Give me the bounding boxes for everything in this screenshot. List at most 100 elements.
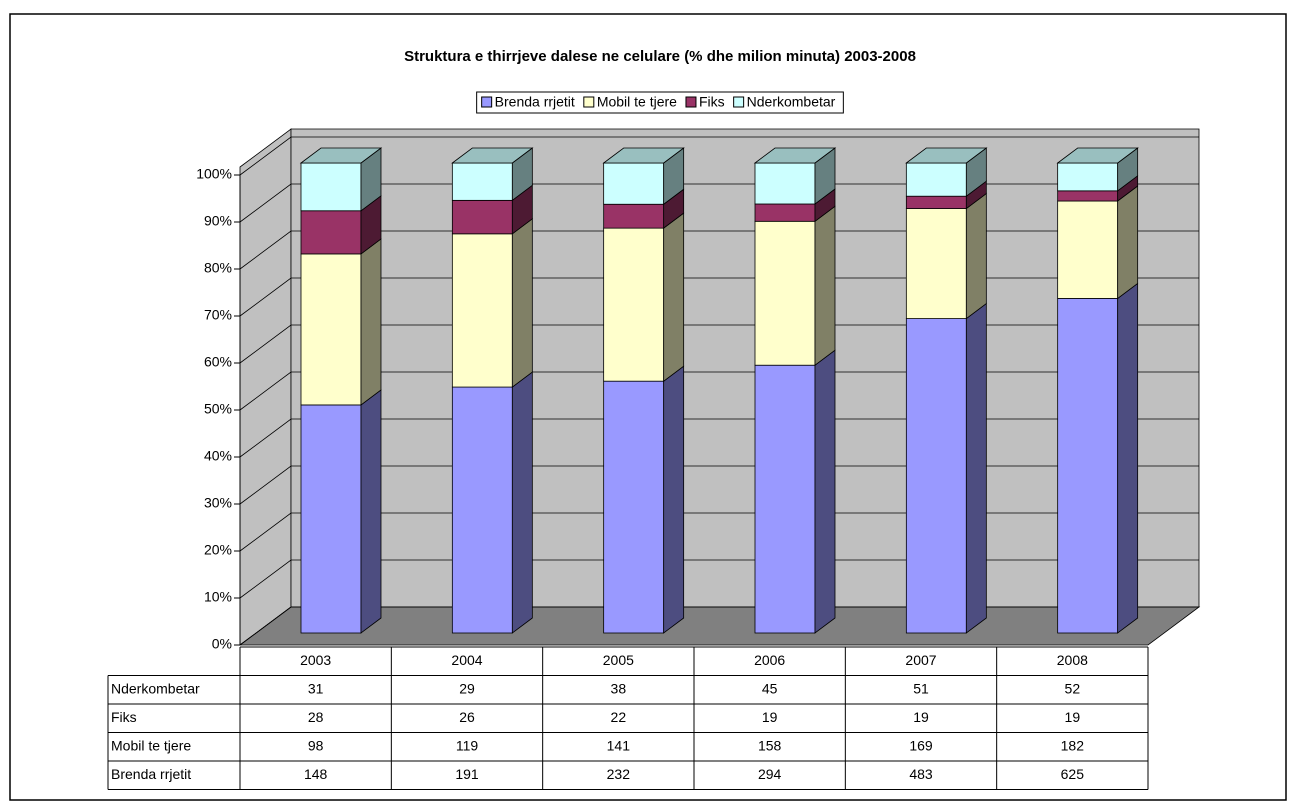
legend-swatch [685,96,697,108]
legend-box [476,91,844,114]
bar-side [814,205,836,367]
grid-line [239,512,1199,552]
bar-side [814,349,836,634]
table-cell: 148 [304,766,328,782]
bar [603,380,665,634]
bar-top [299,147,383,164]
bar [1057,200,1119,299]
bar [603,162,665,205]
bar-side [360,389,382,634]
bar [603,203,665,229]
bar [754,203,816,222]
bar [300,253,362,406]
bar [300,210,362,255]
y-tick-label: 0% [212,636,232,652]
bar-side [360,238,382,406]
bar [1057,298,1119,634]
bar-side [1117,185,1139,300]
grid-line [239,136,1199,176]
y-tick-label: 60% [204,354,232,370]
bar-top [1056,147,1139,164]
floor [238,606,1201,646]
bar [1057,190,1119,202]
bar [1057,162,1119,192]
left-wall [239,128,292,646]
chart-title: Struktura e thirrjeve dalese ne celulare… [404,48,916,65]
bar [754,364,816,634]
table-cell: 38 [611,680,627,696]
bar-side [965,192,987,320]
bar [451,386,513,634]
bar [603,227,665,382]
y-tick-label: 20% [204,542,232,558]
bar [905,162,967,197]
table-cell: 45 [762,680,778,696]
y-tick-label: 40% [204,448,232,464]
table-cell: 52 [1065,680,1081,696]
bar [754,162,816,205]
legend-swatch [481,96,493,108]
legend-label: Fiks [699,94,725,110]
table-row-label: Mobil te tjere [111,737,191,753]
bar-top [602,147,685,164]
table-row-label: Fiks [111,709,137,725]
table-cell: 29 [459,680,475,696]
bar-side [663,212,685,382]
table-cell: 19 [913,709,929,725]
grid-line [239,230,1199,270]
table-cell: 294 [758,766,782,782]
y-tick-label: 30% [204,495,232,511]
bar-top [451,147,534,164]
bar [905,208,967,319]
grid-line [239,465,1199,505]
table-cell: 158 [758,737,782,753]
bar-side [511,218,533,388]
legend-label: Brenda rrjetit [495,94,575,110]
x-tick-label: 2004 [451,652,482,668]
x-tick-label: 2003 [300,652,331,668]
table-cell: 119 [456,737,479,753]
legend-swatch [733,96,745,108]
bar [905,195,967,209]
table-cell: 19 [1065,709,1081,725]
grid-line [239,371,1199,411]
y-tick-label: 10% [204,589,232,605]
bar [300,404,362,634]
legend: Brenda rrjetit Mobil te tjere Fiks Nderkomb… [476,91,844,114]
y-tick-label: 70% [204,307,232,323]
bar [451,162,513,201]
y-tick-label: 90% [204,213,232,229]
table-cell: 169 [909,737,933,753]
legend-swatch [583,96,595,108]
table-cell: 51 [913,680,929,696]
y-tick-label: 80% [204,260,232,276]
table-cell: 625 [1061,766,1085,782]
grid-line [239,324,1199,364]
legend-label: Nderkombetar [747,94,836,110]
table-cell: 191 [455,766,479,782]
table-cell: 26 [459,709,475,725]
grid-line [239,559,1199,599]
grid-line [239,183,1199,223]
table-cell: 98 [308,737,324,753]
x-tick-label: 2008 [1057,652,1088,668]
table-cell: 141 [607,737,631,753]
bar-top [905,147,988,164]
bar-side [965,302,987,634]
table-cell: 232 [607,766,631,782]
bar [905,318,967,634]
bar-top [753,147,837,164]
grid-line [239,606,1199,646]
grid-line [239,418,1199,458]
bar-side [511,371,533,634]
table-row-label: Nderkombetar [111,680,200,696]
y-tick-label: 100% [196,166,232,182]
x-tick-label: 2006 [754,652,785,668]
y-tick-label: 50% [204,401,232,417]
bar-side [663,365,685,634]
bar [754,220,816,366]
table-cell: 19 [762,709,778,725]
x-tick-label: 2007 [905,652,936,668]
legend-label: Mobil te tjere [597,94,677,110]
x-tick-label: 2005 [603,652,634,668]
